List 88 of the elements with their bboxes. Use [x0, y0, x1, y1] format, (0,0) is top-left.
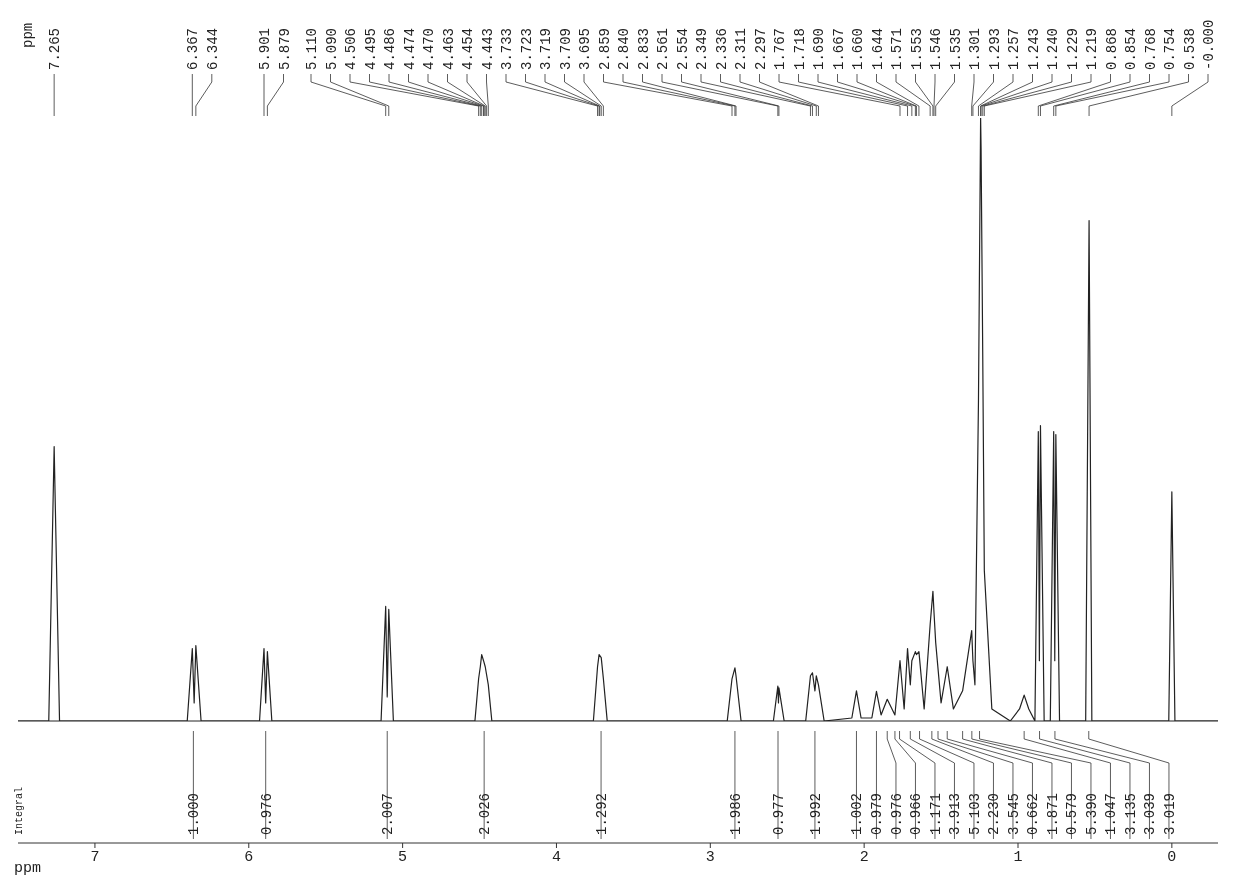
annotation: 4.463	[440, 27, 457, 70]
annotation: 3.545	[1005, 792, 1022, 835]
annotation: 2.311	[733, 27, 749, 70]
annotation: 1.660	[850, 27, 866, 70]
annotation: 1.571	[889, 27, 905, 70]
annotation: 4.486	[382, 27, 398, 70]
annotation: 0.979	[869, 792, 886, 835]
x-tick-label: 7	[90, 848, 100, 866]
annotation: 1.219	[1084, 27, 1100, 70]
x-tick-label: 2	[859, 848, 869, 866]
annotation: 4.506	[343, 27, 359, 70]
annotation: 0.538	[1181, 27, 1198, 70]
annotation: 3.719	[538, 27, 554, 70]
annotation: 3.695	[577, 27, 593, 70]
annotation: 5.103	[966, 792, 983, 835]
annotation: 1.002	[849, 792, 866, 835]
annotation: 4.474	[401, 27, 418, 70]
annotation: 3.733	[499, 27, 515, 70]
annotation: 4.443	[479, 27, 496, 70]
annotation: 1.546	[928, 27, 944, 70]
annotation: 6.344	[204, 27, 221, 70]
annotation: 0.868	[1103, 27, 1120, 70]
annotation: 3.709	[557, 27, 574, 70]
annotation: 1.767	[772, 27, 788, 70]
x-tick-label: 6	[244, 848, 254, 866]
annotation: 0.662	[1025, 792, 1042, 835]
annotation: 1.986	[727, 792, 744, 835]
annotation: 1.871	[1044, 792, 1061, 835]
annotation: 3.723	[518, 27, 535, 70]
annotation: 1.690	[811, 27, 827, 70]
annotation: 0.976	[888, 792, 905, 835]
annotation: 1.553	[908, 27, 925, 70]
annotation: 1.229	[1064, 27, 1081, 70]
annotation: 2.349	[694, 27, 710, 70]
annotation: 1.992	[807, 792, 824, 835]
text: Integral	[14, 786, 25, 835]
annotation: 5.879	[276, 27, 293, 70]
annotation: 1.718	[791, 27, 808, 70]
x-tick-label: 5	[398, 848, 408, 866]
annotation: -0.000	[1201, 19, 1217, 70]
annotation: 1.535	[947, 27, 964, 70]
annotation: 2.297	[752, 27, 769, 70]
x-axis-title: ppm	[14, 860, 42, 877]
annotation: 2.833	[635, 27, 652, 70]
annotation: 1.667	[830, 27, 847, 70]
annotation: 2.336	[713, 27, 730, 70]
annotation: 3.913	[947, 792, 964, 835]
text: ppm	[20, 22, 36, 48]
annotation: 2.840	[616, 27, 632, 70]
annotation: 5.390	[1083, 792, 1100, 835]
annotation: 1.292	[594, 792, 611, 835]
annotation: 2.859	[596, 27, 613, 70]
annotation: 0.977	[771, 792, 787, 835]
annotation: 1.243	[1025, 27, 1042, 70]
annotation: 1.301	[967, 27, 983, 70]
annotation: 4.454	[460, 27, 476, 70]
annotation: 3.019	[1161, 792, 1178, 835]
annotation: 5.901	[257, 27, 273, 70]
annotation: 2.554	[674, 27, 691, 70]
annotation: 4.470	[421, 27, 437, 70]
annotation: 1.293	[986, 27, 1003, 70]
annotation: 1.644	[869, 27, 886, 70]
annotation: 0.966	[908, 792, 925, 835]
annotation: 5.110	[304, 27, 320, 70]
annotation: 0.976	[258, 792, 275, 835]
x-tick-label: 3	[705, 848, 715, 866]
annotation: 6.367	[185, 27, 202, 70]
x-tick-label: 0	[1167, 848, 1177, 866]
x-tick-label: 4	[551, 848, 561, 866]
annotation: 0.854	[1123, 27, 1139, 70]
annotation: 3.039	[1142, 792, 1159, 835]
annotation: 2.561	[655, 27, 671, 70]
annotation: 1.240	[1045, 27, 1061, 70]
annotation: 2.007	[380, 792, 397, 835]
annotation: 3.135	[1122, 792, 1139, 835]
annotation: 4.495	[362, 27, 379, 70]
annotation: 0.768	[1142, 27, 1159, 70]
annotation: 1.171	[927, 792, 944, 835]
annotation: 7.265	[47, 27, 64, 70]
annotation: 1.000	[186, 792, 203, 835]
annotation: 1.047	[1103, 792, 1120, 835]
annotation: 2.026	[477, 792, 494, 835]
annotation: 0.579	[1064, 792, 1081, 835]
annotation: 0.754	[1162, 27, 1178, 70]
annotation: 1.257	[1006, 27, 1022, 70]
annotation: 5.090	[323, 27, 340, 70]
x-tick-label: 1	[1013, 848, 1023, 866]
annotation: 2.230	[986, 792, 1003, 835]
